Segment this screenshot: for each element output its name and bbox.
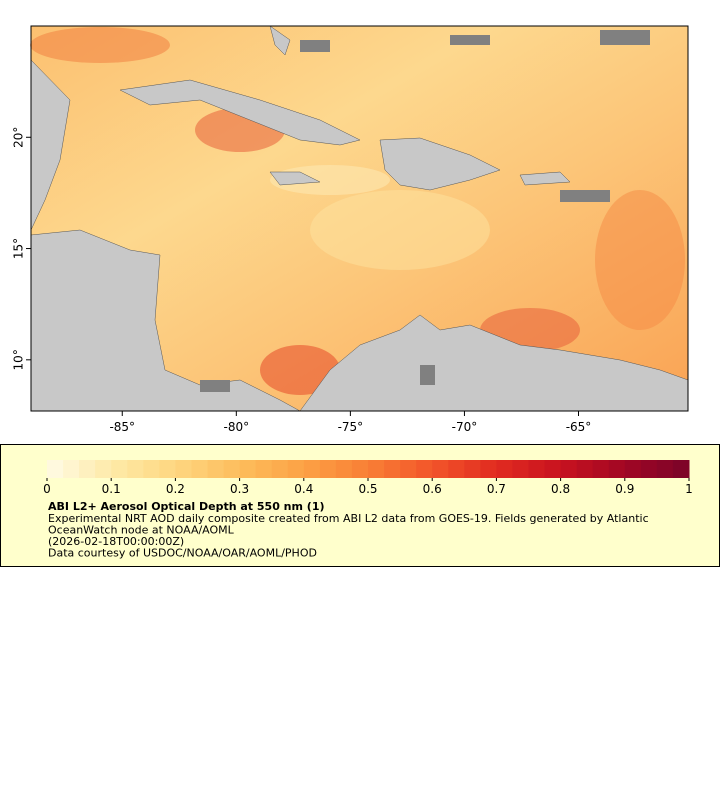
colorbar-swatch [624,460,642,478]
colorbar-swatch [207,460,225,478]
colorbar-tick-label: 0.6 [423,482,442,496]
map-image [30,25,689,412]
colorbar-swatch [608,460,626,478]
legend-line: OceanWatch node at NOAA/AOML [48,524,235,537]
colorbar-swatch [79,460,96,478]
colorbar-swatch [335,460,353,478]
colorbar-swatch [368,460,385,478]
colorbar-swatch [351,460,369,478]
y-tick-label: 15° [12,238,26,259]
colorbar-swatch [63,460,80,478]
colorbar-swatch [544,460,562,478]
colorbar-swatch [239,460,257,478]
colorbar-tick-label: 0.3 [230,482,249,496]
colorbar-tick-label: 0.1 [102,482,121,496]
colorbar-tick-label: 0.9 [615,482,634,496]
colorbar-swatch [464,460,481,478]
colorbar-swatch [271,460,289,478]
colorbar-swatch [111,460,128,478]
colorbar-tick-label: 0.7 [487,482,506,496]
colorbar-tick-label: 0.5 [358,482,377,496]
colorbar-tick-label: 0 [43,482,51,496]
colorbar-swatch [448,460,465,478]
colorbar-swatch [432,460,449,478]
colorbar-swatch [255,460,273,478]
colorbar-swatch [640,460,658,478]
colorbar-swatch [223,460,241,478]
colorbar-swatch [191,460,208,478]
colorbar-swatch [95,460,112,478]
colorbar-swatch [319,460,337,478]
colorbar-swatch [480,460,497,478]
y-tick-label: 20° [12,127,26,148]
colorbar-swatch [127,460,144,478]
legend-title: ABI L2+ Aerosol Optical Depth at 550 nm … [48,500,325,513]
colorbar-swatch [576,460,594,478]
colorbar-swatch [528,460,546,478]
colorbar-swatch [175,460,192,478]
colorbar-swatch [592,460,610,478]
x-tick-label: -85° [109,420,135,434]
x-tick-label: -75° [338,420,364,434]
colorbar-swatch [672,460,690,478]
colorbar-swatch [143,460,160,478]
legend-line: Experimental NRT AOD daily composite cre… [48,512,649,525]
colorbar-tick-label: 0.2 [166,482,185,496]
colorbar-swatch [560,460,578,478]
colorbar-swatch [400,460,417,478]
legend-line: Data courtesy of USDOC/NOAA/OAR/AOML/PHO… [48,547,317,560]
colorbar-swatch [303,460,321,478]
colorbar-tick-label: 1 [685,482,693,496]
colorbar-swatch [512,460,529,478]
colorbar-swatch [496,460,513,478]
colorbar-swatch [416,460,433,478]
colorbar-swatch [47,460,64,478]
x-tick-label: -65° [566,420,592,434]
colorbar-swatch [159,460,176,478]
colorbar-tick-label: 0.4 [294,482,313,496]
x-tick-label: -80° [224,420,250,434]
x-tick-label: -70° [452,420,478,434]
map-frame [30,25,689,412]
colorbar-swatch [287,460,305,478]
colorbar-swatch [656,460,674,478]
colorbar-swatch [384,460,401,478]
colorbar-tick-label: 0.8 [551,482,570,496]
y-tick-label: 10° [12,349,26,370]
legend-line: (2026-02-18T00:00:00Z) [48,535,184,548]
